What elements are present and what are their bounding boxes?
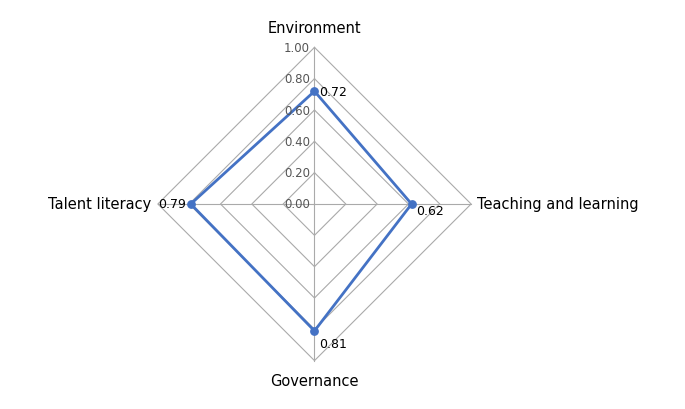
Text: Environment: Environment bbox=[268, 21, 361, 36]
Point bbox=[309, 89, 320, 95]
Text: 0.20: 0.20 bbox=[284, 167, 310, 180]
Text: 0.40: 0.40 bbox=[284, 135, 310, 148]
Point bbox=[185, 201, 196, 208]
Text: Talent literacy: Talent literacy bbox=[49, 197, 151, 212]
Text: 0.81: 0.81 bbox=[319, 337, 347, 350]
Text: 1.00: 1.00 bbox=[284, 42, 310, 55]
Text: 0.62: 0.62 bbox=[416, 204, 444, 217]
Text: Governance: Governance bbox=[270, 373, 359, 388]
Point bbox=[406, 201, 417, 208]
Text: 0.60: 0.60 bbox=[284, 104, 310, 117]
Text: 0.80: 0.80 bbox=[284, 73, 310, 86]
Text: 0.00: 0.00 bbox=[284, 198, 310, 211]
Point bbox=[309, 328, 320, 334]
Text: 0.72: 0.72 bbox=[319, 85, 347, 99]
Text: Teaching and learning: Teaching and learning bbox=[477, 197, 639, 212]
Text: 0.79: 0.79 bbox=[158, 198, 186, 211]
